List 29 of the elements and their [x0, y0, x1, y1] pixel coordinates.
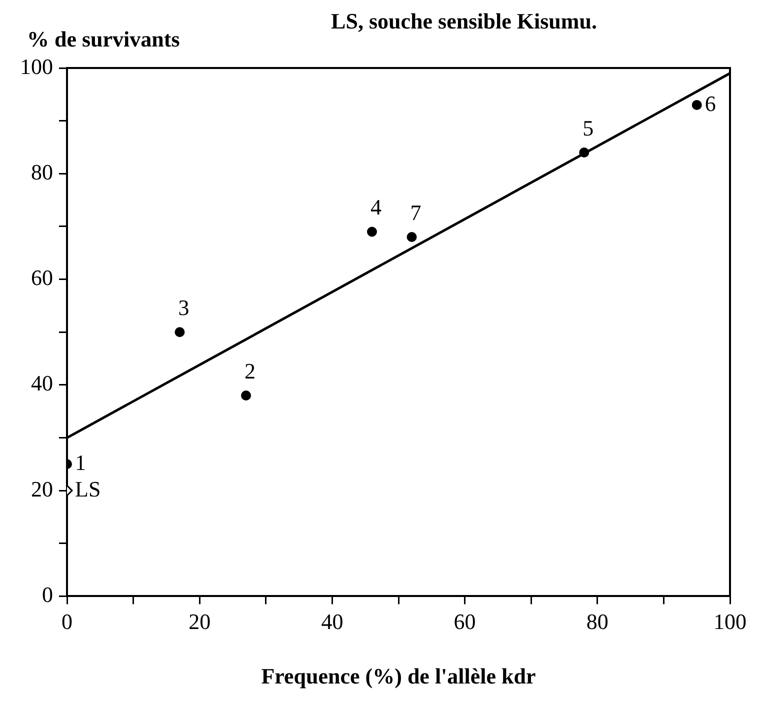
annotation: 2 — [244, 358, 256, 384]
x-tick-label: 20 — [188, 609, 211, 634]
y-tick-label: 60 — [31, 265, 53, 290]
annotation: 3 — [178, 294, 190, 320]
point — [692, 100, 702, 110]
point — [241, 390, 252, 400]
x-tick-label: 0 — [62, 609, 72, 634]
point — [579, 148, 590, 158]
annotation: 4 — [370, 194, 382, 220]
y-tick-label: 0 — [42, 582, 53, 607]
x-tick-label: 100 — [714, 609, 746, 634]
point — [366, 226, 377, 237]
point — [406, 232, 417, 242]
x-axis-title: Frequence (%) de l'allèle kdr — [261, 663, 536, 688]
annotation: 5 — [582, 115, 594, 140]
annotation: 6 — [704, 90, 716, 116]
y-axis-title: % de survivants — [27, 26, 180, 52]
y-tick-label: 80 — [31, 159, 53, 184]
annotation: LS — [75, 476, 101, 502]
point — [174, 327, 185, 338]
y-tick-label: 20 — [31, 476, 53, 502]
annotation: 7 — [410, 200, 422, 225]
y-tick-label: 100 — [20, 54, 53, 79]
text: LS, souche sensible Kisumu. — [331, 8, 597, 34]
x-tick-label: 60 — [454, 609, 476, 634]
y-tick-label: 40 — [31, 370, 53, 396]
x-tick-label: 40 — [321, 609, 344, 634]
x-tick-label: 80 — [586, 609, 608, 634]
annotation: 1 — [75, 450, 86, 475]
